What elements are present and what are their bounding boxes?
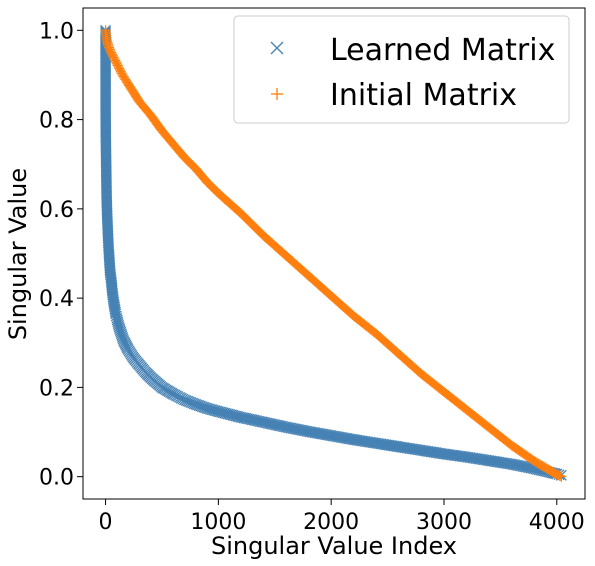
y-axis-title: Singular Value <box>4 168 32 340</box>
legend: Learned Matrix Initial Matrix <box>233 15 570 124</box>
legend-marker-x-icon <box>270 41 284 55</box>
legend-marker-plus-icon <box>271 88 283 100</box>
x-tick-label: 3000 <box>416 510 472 535</box>
x-axis: 0 1000 2000 3000 4000 <box>99 499 585 535</box>
x-axis-title: Singular Value Index <box>211 532 457 560</box>
data-point <box>110 308 122 320</box>
x-tick-label: 0 <box>99 510 113 535</box>
y-axis: 0.0 0.2 0.4 0.6 0.8 1.0 <box>39 19 83 491</box>
legend-label-initial: Initial Matrix <box>330 78 517 113</box>
data-point <box>556 471 567 482</box>
legend-marker-learned-icon <box>270 41 284 55</box>
series-initial-matrix <box>100 25 567 482</box>
y-tick-label: 1.0 <box>39 19 74 44</box>
y-tick-label: 0.6 <box>39 198 74 223</box>
x-tick-label: 1000 <box>190 510 246 535</box>
legend-marker-initial-icon <box>271 88 283 100</box>
data-point <box>526 454 537 465</box>
plot-area-frame <box>82 7 586 500</box>
x-tick-label: 4000 <box>529 510 585 535</box>
data-point <box>554 470 565 481</box>
y-tick-label: 0.0 <box>39 466 74 491</box>
legend-label-learned: Learned Matrix <box>330 33 555 68</box>
x-tick-label: 2000 <box>303 510 359 535</box>
y-tick-label: 0.4 <box>39 287 74 312</box>
y-tick-label: 0.8 <box>39 109 74 134</box>
legend-box <box>233 15 570 124</box>
y-tick-label: 0.2 <box>39 376 74 401</box>
